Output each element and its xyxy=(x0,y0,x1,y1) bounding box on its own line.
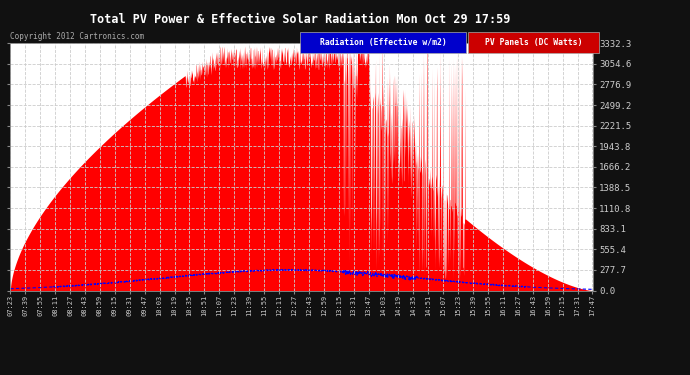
Text: Copyright 2012 Cartronics.com: Copyright 2012 Cartronics.com xyxy=(10,32,144,41)
Text: Total PV Power & Effective Solar Radiation Mon Oct 29 17:59: Total PV Power & Effective Solar Radiati… xyxy=(90,13,511,26)
Text: Radiation (Effective w/m2): Radiation (Effective w/m2) xyxy=(319,38,446,47)
Text: PV Panels (DC Watts): PV Panels (DC Watts) xyxy=(484,38,582,47)
